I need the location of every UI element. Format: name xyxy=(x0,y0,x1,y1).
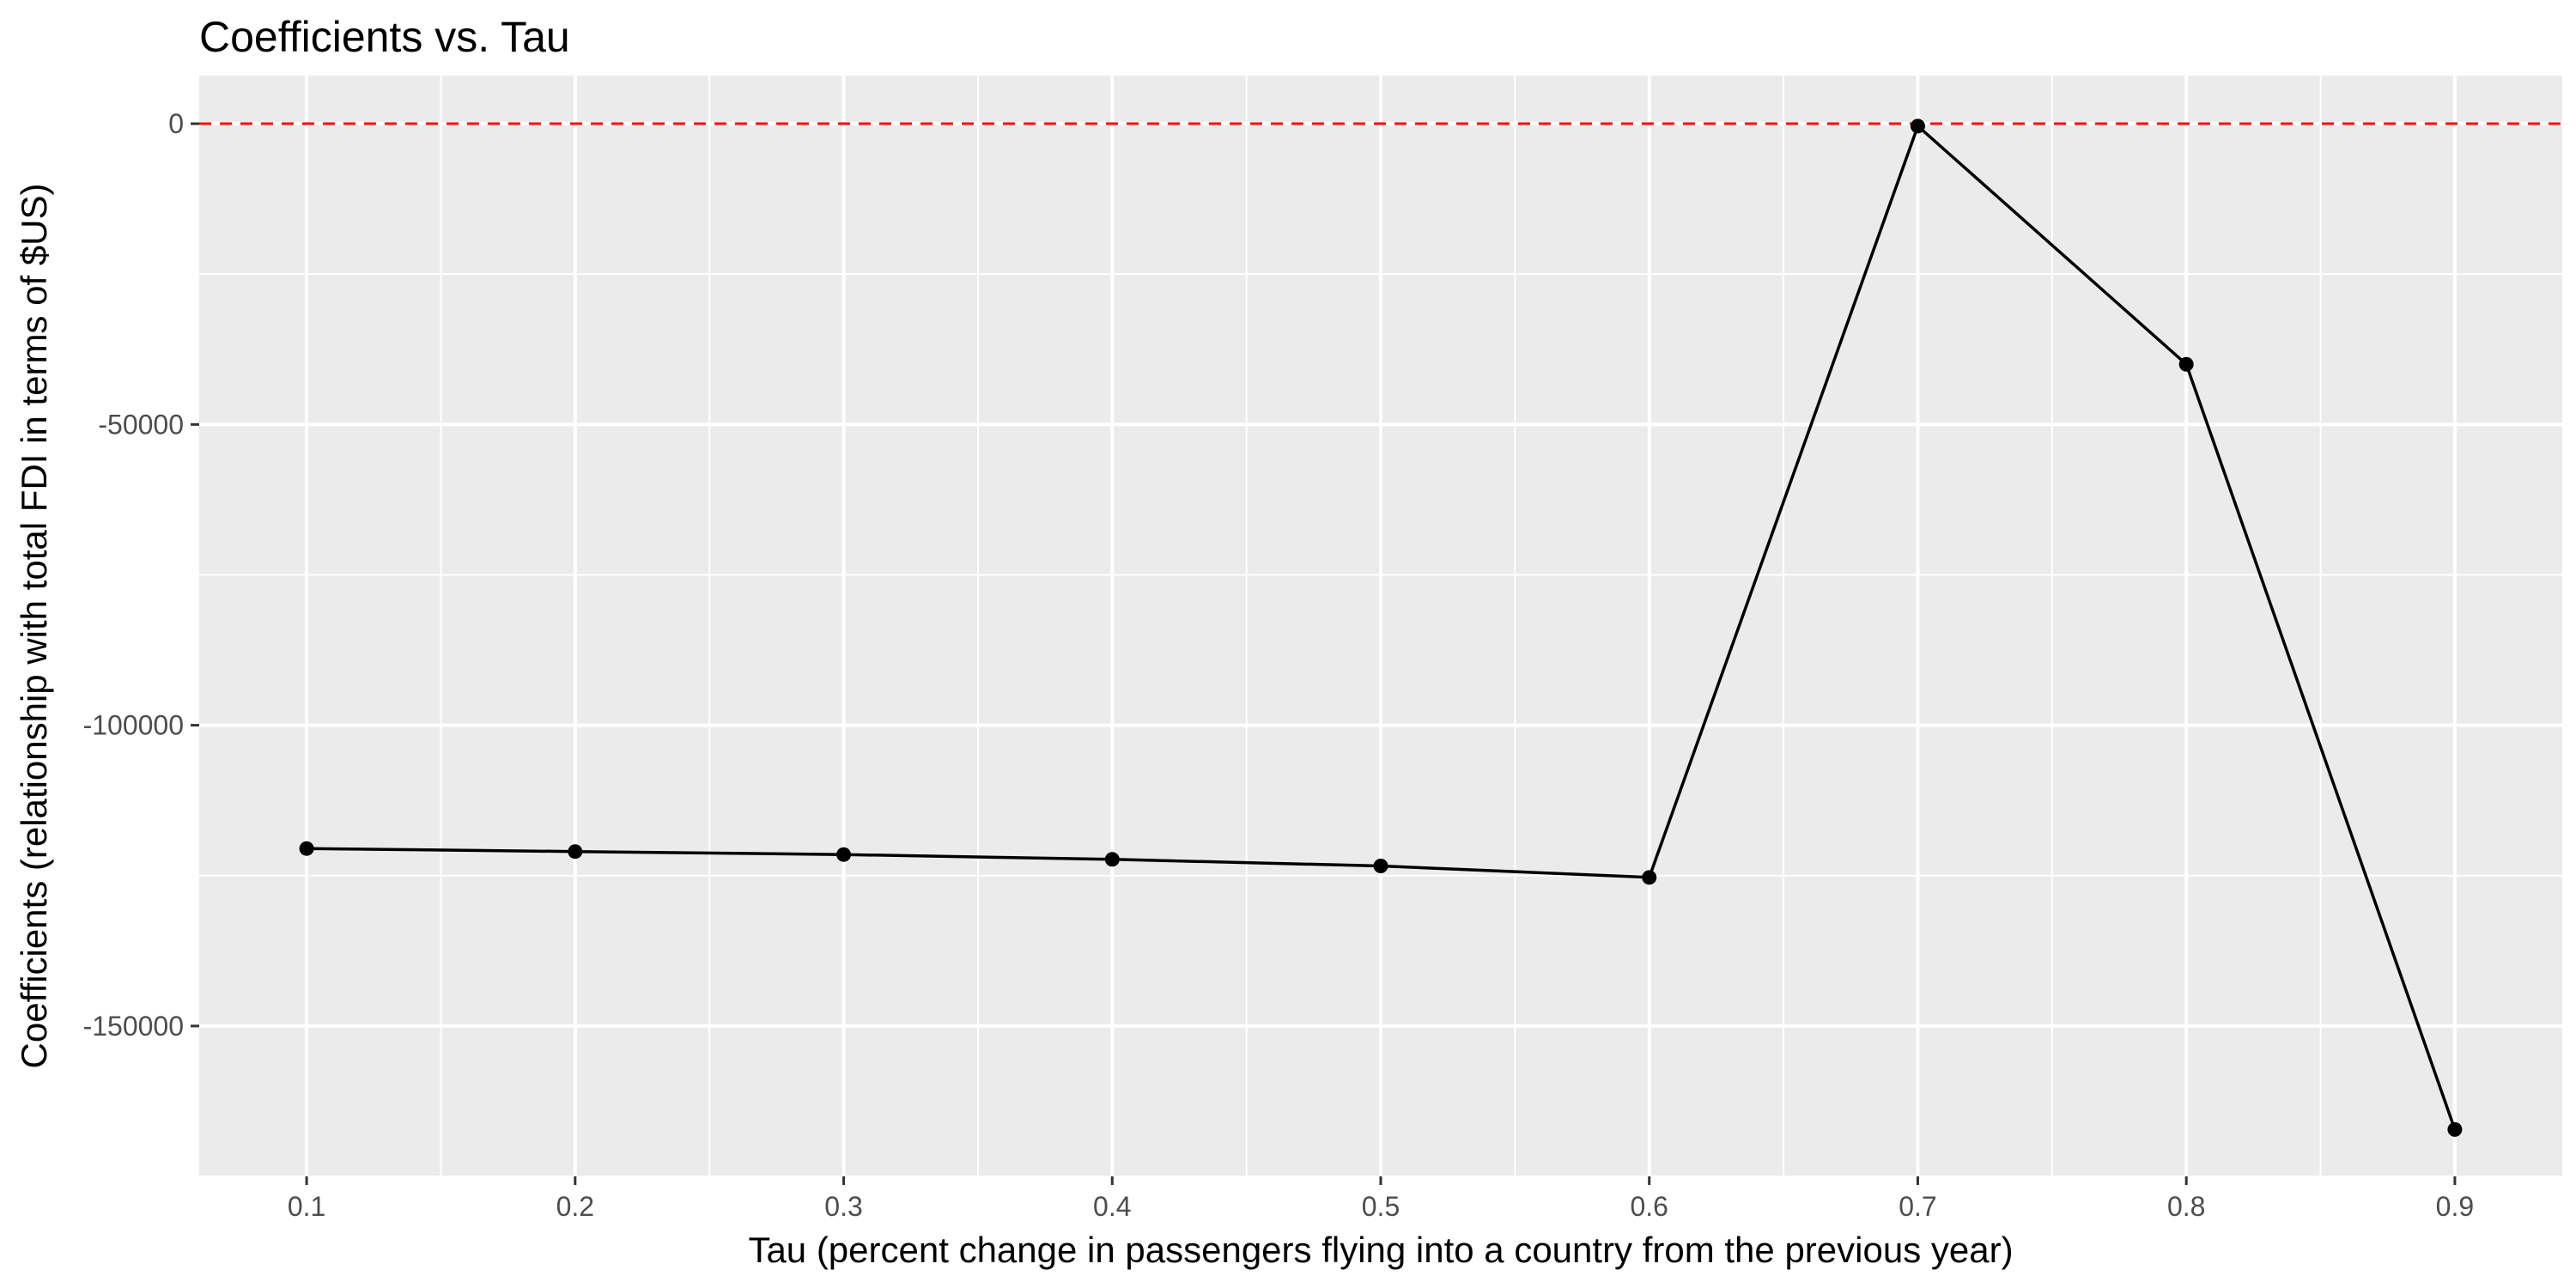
y-tick-label: -150000 xyxy=(83,1011,184,1042)
data-point xyxy=(299,841,314,856)
x-axis-ticks: 0.1 0.2 0.3 0.4 0.5 0.6 0.7 0.8 0.9 xyxy=(288,1176,2474,1222)
x-tick-label: 0.4 xyxy=(1093,1191,1131,1222)
x-tick-label: 0.6 xyxy=(1630,1191,1668,1222)
y-axis-title: Coefficients (relationship with total FD… xyxy=(14,184,54,1069)
y-tick-label: -50000 xyxy=(98,409,184,440)
y-axis-ticks: 0 -50000 -100000 -150000 xyxy=(83,108,199,1042)
x-tick-label: 0.7 xyxy=(1899,1191,1936,1222)
y-tick-label: -100000 xyxy=(83,710,184,741)
x-tick-label: 0.3 xyxy=(824,1191,862,1222)
x-tick-label: 0.1 xyxy=(288,1191,325,1222)
x-tick-label: 0.9 xyxy=(2436,1191,2474,1222)
data-point xyxy=(568,844,583,860)
x-axis-title: Tau (percent change in passengers flying… xyxy=(748,1230,2013,1270)
x-tick-label: 0.8 xyxy=(2167,1191,2205,1222)
data-point xyxy=(2447,1121,2463,1137)
data-point xyxy=(1373,859,1388,874)
data-point xyxy=(1642,870,1657,885)
data-point xyxy=(836,847,852,862)
data-point xyxy=(2178,356,2194,372)
chart-title: Coefficients vs. Tau xyxy=(199,13,570,61)
x-tick-label: 0.2 xyxy=(556,1191,594,1222)
series-points xyxy=(299,118,2463,1137)
x-tick-label: 0.5 xyxy=(1362,1191,1400,1222)
y-tick-label: 0 xyxy=(168,108,184,139)
data-point xyxy=(1910,118,1925,134)
data-point xyxy=(1104,852,1120,867)
